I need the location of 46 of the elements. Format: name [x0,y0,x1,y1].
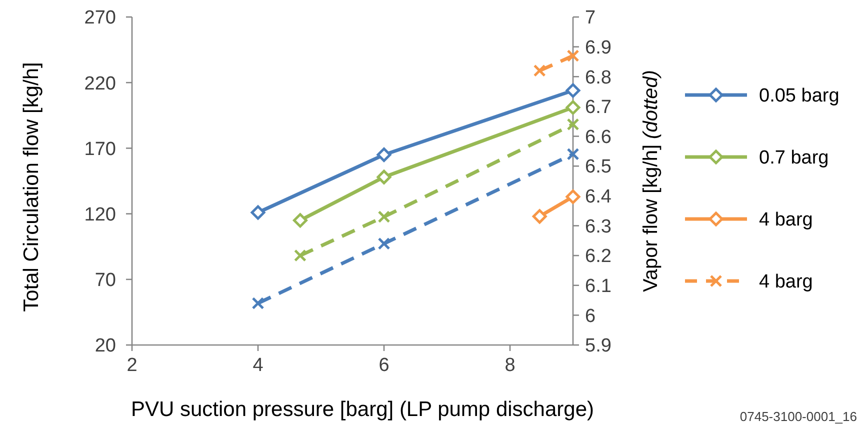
point [566,50,580,62]
point [566,118,580,131]
point [376,170,392,184]
point [566,148,580,160]
y2-tick-label: 5.9 [585,336,612,357]
y-tick-label: 270 [84,8,116,29]
point [378,210,390,224]
y2-tick-label: 6.2 [585,246,612,268]
legend-label: 4 barg [759,210,813,231]
y2-tick-label: 7 [585,8,596,29]
text: 0745-3100-0001_16 [740,409,857,424]
x-axis-title: PVU suction pressure [barg] (LP pump discharge) [130,398,594,421]
legend-label: 0.05 barg [759,86,840,107]
point [566,189,580,204]
point [566,100,580,115]
y-tick-label: 20 [94,336,116,357]
y2-tick-label: 6.9 [585,37,612,58]
point [294,249,306,262]
y2-tick-label: 6.8 [585,67,612,88]
point [566,83,580,98]
point [533,64,546,77]
point [378,237,390,250]
y2-tick-label: 6.6 [585,126,612,148]
point [250,205,266,220]
x-tick-label: 2 [126,355,138,376]
y-tick-label: 70 [94,270,116,292]
y2-tick-label: 6.7 [585,97,612,118]
legend-label: 0.7 barg [759,148,829,169]
x-tick-label: 6 [378,355,390,376]
legend-label: 4 barg [759,272,813,293]
y2-tick-label: 6.4 [585,186,612,208]
y2-axis-title: Vapor flow [kg/h] (dotted) [640,70,662,292]
x-tick-label: 4 [252,355,264,376]
point [252,297,264,310]
point [532,209,547,224]
y-tick-label: 220 [84,73,116,94]
y2-tick-label: 6.3 [585,216,612,238]
point [292,213,308,228]
y2-tick-label: 6.5 [585,156,612,178]
y2-tick-label: 6.1 [585,276,612,298]
y-tick-label: 120 [84,204,116,226]
y-tick-label: 170 [84,138,116,160]
x-tick-label: 8 [504,355,516,376]
point [376,148,392,162]
y2-tick-label: 6 [585,306,596,327]
y-axis-title: Total Circulation flow [kg/h] [20,62,43,312]
